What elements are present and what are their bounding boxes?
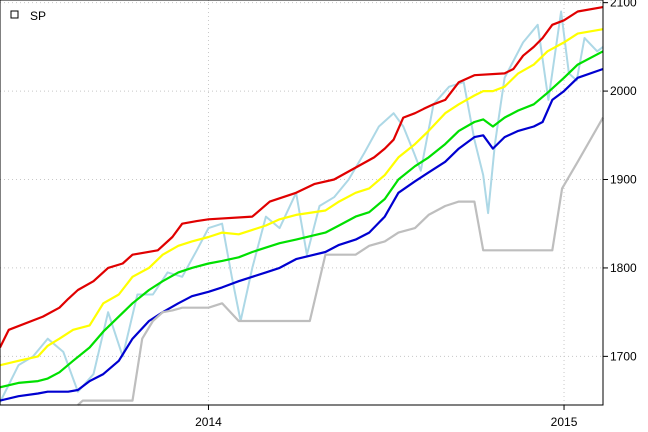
series-line-2 xyxy=(0,6,604,348)
y-axis: 1700 1800 1900 2000 2100 xyxy=(603,0,637,363)
series-line-4 xyxy=(0,50,604,389)
y-tick-label: 1800 xyxy=(610,261,637,275)
y-tick-label: 1700 xyxy=(610,349,637,363)
series-line-6 xyxy=(77,117,604,406)
legend-box-icon xyxy=(10,10,19,19)
y-tick-label: 2100 xyxy=(610,0,637,10)
series-line-5 xyxy=(0,67,604,402)
grid-lines xyxy=(0,0,603,405)
series-line-3 xyxy=(0,28,604,367)
x-tick-label: 2014 xyxy=(195,415,222,429)
y-tick-label: 2000 xyxy=(610,84,637,98)
legend: SP xyxy=(10,9,46,23)
y-tick-label: 1900 xyxy=(610,173,637,187)
x-tick-label: 2015 xyxy=(551,415,578,429)
plot-border xyxy=(0,0,604,406)
series-group xyxy=(0,6,604,406)
legend-label: SP xyxy=(30,9,46,23)
x-axis: 2014 2015 xyxy=(195,405,578,429)
